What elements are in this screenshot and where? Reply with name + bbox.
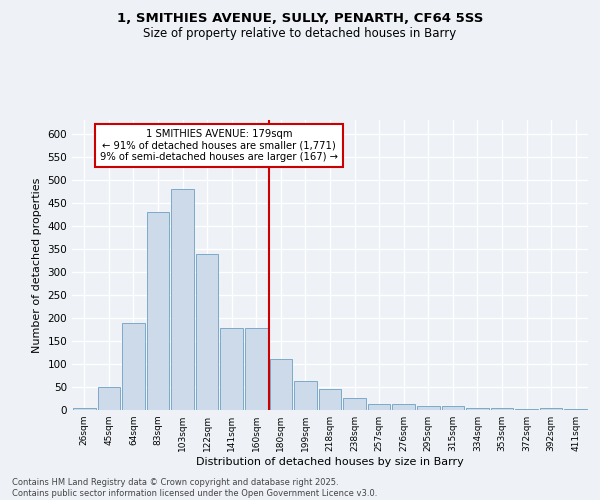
Bar (343, 398, 366, 410)
Bar (368, 404, 391, 410)
Bar (491, 408, 514, 410)
Bar (294, 382, 317, 410)
Bar (73, 408, 95, 410)
Bar (442, 406, 464, 410)
Bar (565, 408, 587, 410)
Bar (417, 406, 440, 410)
Bar (171, 189, 194, 410)
Bar (466, 408, 489, 410)
Bar (98, 387, 120, 410)
Bar (245, 328, 268, 410)
Text: Contains HM Land Registry data © Crown copyright and database right 2025.
Contai: Contains HM Land Registry data © Crown c… (12, 478, 377, 498)
Y-axis label: Number of detached properties: Number of detached properties (32, 178, 42, 352)
Text: 1, SMITHIES AVENUE, SULLY, PENARTH, CF64 5SS: 1, SMITHIES AVENUE, SULLY, PENARTH, CF64… (117, 12, 483, 26)
Bar (269, 360, 292, 410)
Bar (122, 322, 145, 410)
Bar (196, 254, 218, 410)
Bar (515, 408, 538, 410)
X-axis label: Distribution of detached houses by size in Barry: Distribution of detached houses by size … (196, 457, 464, 467)
Text: 1 SMITHIES AVENUE: 179sqm
← 91% of detached houses are smaller (1,771)
9% of sem: 1 SMITHIES AVENUE: 179sqm ← 91% of detac… (100, 128, 338, 162)
Bar (146, 212, 169, 410)
Bar (392, 404, 415, 410)
Text: Size of property relative to detached houses in Barry: Size of property relative to detached ho… (143, 28, 457, 40)
Bar (220, 328, 243, 410)
Bar (319, 390, 341, 410)
Bar (540, 408, 562, 410)
